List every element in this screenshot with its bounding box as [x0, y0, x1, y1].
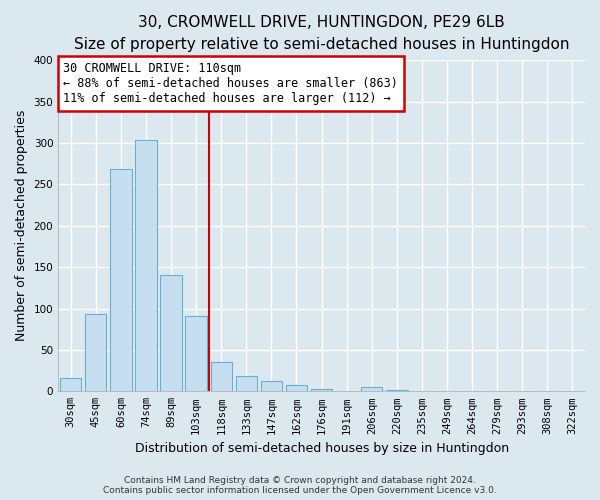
- Text: 30 CROMWELL DRIVE: 110sqm
← 88% of semi-detached houses are smaller (863)
11% of: 30 CROMWELL DRIVE: 110sqm ← 88% of semi-…: [64, 62, 398, 105]
- Bar: [60, 378, 82, 392]
- Bar: [236, 376, 257, 392]
- Bar: [386, 390, 407, 392]
- Bar: [286, 384, 307, 392]
- Bar: [160, 274, 182, 392]
- Y-axis label: Number of semi-detached properties: Number of semi-detached properties: [15, 110, 28, 342]
- Bar: [110, 168, 131, 392]
- Bar: [136, 140, 157, 392]
- Bar: [361, 387, 382, 392]
- Title: 30, CROMWELL DRIVE, HUNTINGDON, PE29 6LB
Size of property relative to semi-detac: 30, CROMWELL DRIVE, HUNTINGDON, PE29 6LB…: [74, 15, 569, 52]
- Text: Contains HM Land Registry data © Crown copyright and database right 2024.
Contai: Contains HM Land Registry data © Crown c…: [103, 476, 497, 495]
- Bar: [311, 389, 332, 392]
- Bar: [261, 380, 282, 392]
- Bar: [85, 314, 106, 392]
- Bar: [211, 362, 232, 392]
- X-axis label: Distribution of semi-detached houses by size in Huntingdon: Distribution of semi-detached houses by …: [134, 442, 509, 455]
- Bar: [185, 316, 207, 392]
